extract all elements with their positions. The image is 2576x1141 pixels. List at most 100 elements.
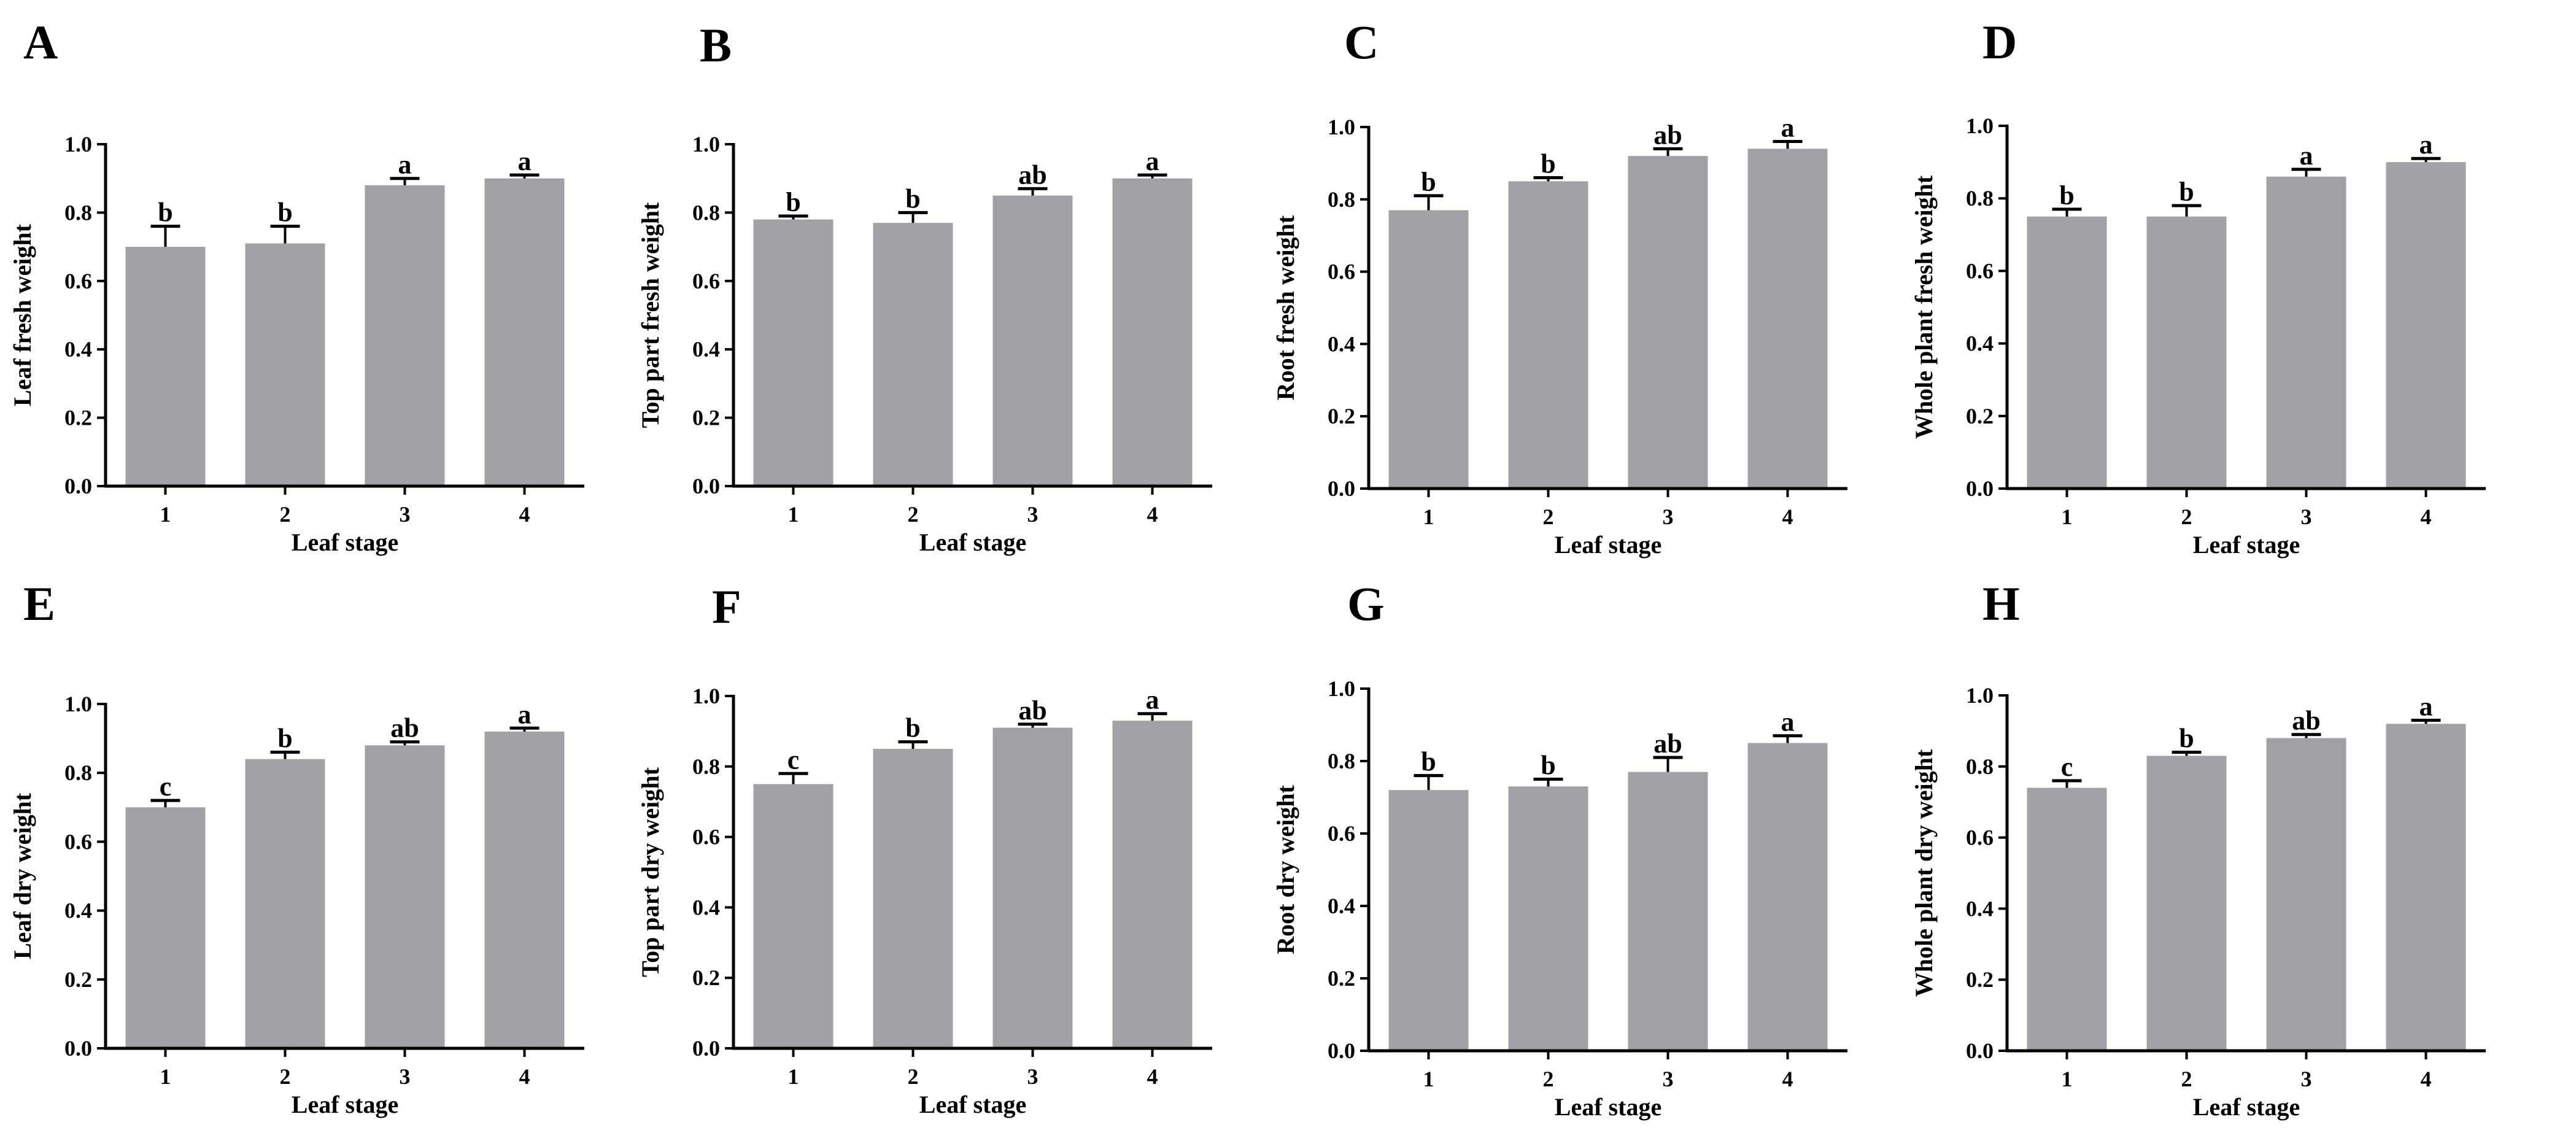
y-tick-label: 0.0 (1966, 1039, 1994, 1063)
x-tick-label: 3 (400, 1064, 411, 1089)
y-tick-label: 0.2 (692, 406, 720, 430)
y-tick-label: 0.8 (1328, 749, 1355, 773)
bar-D-2 (2146, 216, 2227, 489)
y-tick-label: 0.2 (692, 965, 720, 990)
x-tick-label: 4 (519, 502, 530, 527)
y-tick-label: 0.8 (64, 760, 92, 785)
significance-label: ab (1018, 160, 1046, 190)
significance-label: b (786, 187, 800, 217)
significance-label: a (518, 699, 532, 729)
bar-F-3 (992, 727, 1073, 1048)
bar-G-2 (1508, 786, 1588, 1051)
y-axis-title: Root fresh weight (1272, 215, 1299, 400)
y-tick-label: 0.4 (1966, 331, 1994, 356)
x-tick-label: 3 (1027, 502, 1039, 527)
x-axis-title: Leaf stage (292, 528, 398, 556)
bar-A-2 (245, 243, 325, 486)
significance-label: b (1421, 747, 1436, 777)
y-tick-label: 0.6 (1966, 258, 1994, 283)
bar-H-4 (2386, 724, 2466, 1051)
x-tick-label: 1 (2062, 505, 2073, 529)
y-tick-label: 1.0 (1328, 115, 1355, 139)
x-axis-title: Leaf stage (1555, 1093, 1661, 1121)
x-tick-label: 3 (2301, 505, 2312, 529)
y-tick-label: 1.0 (692, 132, 720, 157)
x-axis-title: Leaf stage (1555, 531, 1661, 559)
bar-G-3 (1628, 772, 1708, 1051)
x-tick-label: 3 (1027, 1064, 1039, 1089)
y-tick-label: 0.8 (64, 200, 92, 225)
significance-label: b (905, 184, 920, 214)
significance-label: a (398, 150, 412, 180)
bar-D-3 (2266, 176, 2346, 489)
bar-G-1 (1388, 790, 1469, 1051)
x-tick-label: 1 (2062, 1067, 2073, 1091)
y-axis-title: Whole plant fresh weight (1910, 175, 1938, 439)
x-tick-label: 2 (1543, 1067, 1554, 1091)
significance-label: a (2419, 130, 2433, 160)
bar-C-4 (1747, 149, 1828, 489)
bar-B-2 (873, 223, 953, 486)
x-tick-label: 2 (2181, 1067, 2192, 1091)
significance-label: c (160, 772, 172, 802)
significance-label: a (1781, 113, 1795, 143)
x-tick-label: 1 (1423, 1067, 1434, 1091)
bar-B-4 (1112, 178, 1193, 486)
y-tick-label: 0.4 (64, 337, 92, 362)
x-axis-title: Leaf stage (919, 528, 1026, 556)
significance-label: ab (1654, 120, 1682, 150)
bar-F-2 (873, 749, 953, 1048)
significance-label: b (1541, 149, 1555, 179)
x-axis-title: Leaf stage (2193, 531, 2300, 559)
y-tick-label: 1.0 (64, 692, 92, 716)
x-tick-label: 2 (908, 1064, 919, 1089)
x-tick-label: 1 (788, 502, 799, 527)
y-tick-label: 1.0 (1966, 683, 1994, 708)
x-axis-title: Leaf stage (292, 1091, 398, 1118)
y-tick-label: 0.0 (692, 1036, 720, 1061)
bar-D-1 (2027, 216, 2107, 489)
significance-label: a (1146, 685, 1159, 715)
panel-letter: C (1344, 15, 1379, 69)
x-tick-label: 3 (400, 502, 411, 527)
y-axis-title: Top part dry weight (636, 767, 664, 977)
y-tick-label: 0.0 (64, 474, 92, 498)
bar-F-4 (1112, 721, 1193, 1048)
bar-E-2 (245, 759, 325, 1048)
y-tick-label: 0.0 (692, 474, 720, 498)
significance-label: c (787, 745, 800, 775)
significance-label: b (905, 713, 920, 743)
significance-label: a (518, 146, 532, 176)
y-tick-label: 0.0 (1966, 476, 1994, 501)
y-axis-title: Leaf fresh weight (9, 223, 36, 406)
x-tick-label: 4 (1147, 1064, 1158, 1089)
x-axis-title: Leaf stage (919, 1091, 1026, 1118)
significance-label: b (1541, 751, 1555, 781)
x-tick-label: 2 (908, 502, 919, 527)
y-tick-label: 1.0 (692, 684, 720, 708)
y-tick-label: 0.6 (64, 829, 92, 854)
significance-label: ab (1654, 729, 1682, 759)
y-tick-label: 0.4 (1966, 896, 1994, 921)
bar-C-1 (1388, 210, 1469, 489)
significance-label: b (2179, 724, 2194, 754)
significance-label: b (158, 198, 172, 228)
x-tick-label: 1 (160, 502, 171, 527)
panel-letter: E (23, 577, 55, 630)
panel-letter: H (1982, 577, 2020, 630)
x-tick-label: 4 (2421, 1067, 2432, 1091)
significance-label: a (1146, 146, 1159, 176)
y-tick-label: 0.2 (64, 967, 92, 992)
x-tick-label: 1 (1423, 505, 1434, 529)
x-tick-label: 2 (2181, 505, 2192, 529)
panel-letter: A (23, 15, 58, 69)
y-tick-label: 1.0 (1328, 676, 1355, 701)
bar-H-1 (2027, 787, 2107, 1051)
y-tick-label: 0.2 (1966, 967, 1994, 992)
significance-label: b (2059, 180, 2074, 211)
panel-letter: D (1982, 15, 2017, 69)
x-tick-label: 4 (1782, 1067, 1793, 1091)
x-tick-label: 1 (160, 1064, 171, 1089)
bar-B-1 (753, 219, 834, 486)
